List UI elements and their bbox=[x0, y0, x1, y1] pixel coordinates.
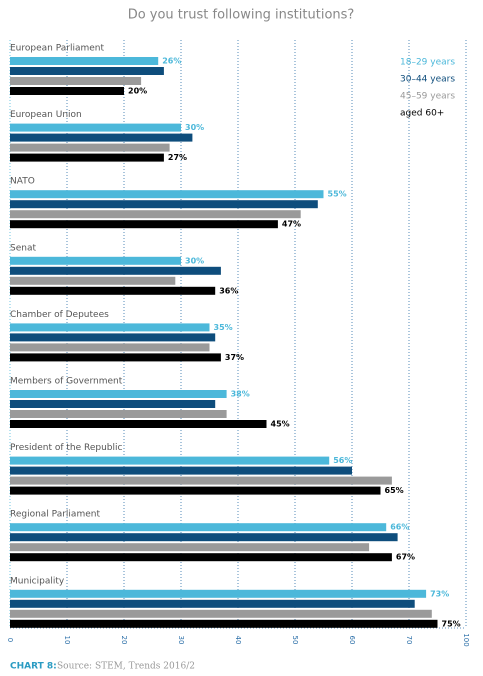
bar bbox=[10, 57, 159, 65]
bar bbox=[10, 286, 216, 295]
bar bbox=[10, 553, 392, 562]
bar bbox=[10, 143, 170, 152]
bar bbox=[10, 400, 216, 408]
category-label: Senat bbox=[10, 243, 36, 253]
bar bbox=[10, 523, 387, 532]
bar bbox=[10, 190, 324, 199]
chart-title: Do you trust following institutions? bbox=[128, 8, 355, 23]
bar bbox=[10, 456, 330, 465]
bar bbox=[10, 87, 124, 95]
legend-label: 30–44 years bbox=[400, 75, 455, 85]
category-label: Municipality bbox=[10, 576, 65, 586]
bar bbox=[10, 67, 164, 75]
category-label: European Parliament bbox=[10, 44, 104, 54]
value-label: 26% bbox=[162, 57, 181, 66]
value-label: 66% bbox=[390, 523, 409, 532]
category-label: Members of Government bbox=[10, 377, 123, 387]
bar bbox=[10, 420, 267, 428]
value-label: 20% bbox=[128, 87, 147, 96]
bar bbox=[10, 619, 438, 628]
bar bbox=[10, 533, 398, 542]
bar bbox=[10, 353, 221, 362]
bar bbox=[10, 486, 381, 495]
bar bbox=[10, 589, 427, 598]
legend-label: 18–29 years bbox=[400, 58, 455, 68]
value-label: 56% bbox=[333, 456, 352, 465]
x-tick-label: 10 bbox=[63, 636, 71, 645]
bar bbox=[10, 599, 415, 608]
bar bbox=[10, 410, 227, 418]
bar bbox=[10, 276, 176, 285]
bar bbox=[10, 323, 210, 332]
value-label: 30% bbox=[185, 256, 204, 265]
x-tick-label: 40 bbox=[234, 636, 242, 645]
legend-label: aged 60+ bbox=[400, 109, 444, 119]
category-label: Chamber of Deputees bbox=[10, 310, 109, 320]
bar bbox=[10, 133, 193, 142]
category-label: European Union bbox=[10, 110, 82, 120]
bar bbox=[10, 343, 210, 352]
value-label: 75% bbox=[442, 619, 461, 628]
bar bbox=[10, 466, 352, 475]
value-label: 65% bbox=[385, 486, 404, 495]
x-tick-label: 60 bbox=[348, 636, 356, 645]
bar bbox=[10, 200, 318, 209]
value-label: 47% bbox=[282, 220, 301, 229]
category-label: President of the Republic bbox=[10, 443, 123, 453]
chart-label: CHART 8: bbox=[10, 662, 57, 672]
value-label: 35% bbox=[214, 323, 233, 332]
legend-label: 45–59 years bbox=[400, 92, 455, 102]
bar bbox=[10, 77, 142, 85]
bar bbox=[10, 543, 370, 552]
bar bbox=[10, 390, 227, 398]
value-label: 55% bbox=[328, 190, 347, 199]
bar bbox=[10, 333, 216, 342]
bar bbox=[10, 123, 181, 132]
bar bbox=[10, 609, 432, 618]
x-tick-label: 100 bbox=[462, 633, 470, 646]
value-label: 67% bbox=[396, 553, 415, 562]
category-label: Regional Parliament bbox=[10, 510, 100, 520]
value-label: 45% bbox=[271, 420, 290, 429]
x-tick-label: 30 bbox=[177, 636, 185, 645]
category-label: NATO bbox=[10, 177, 35, 187]
bar bbox=[10, 220, 278, 229]
value-label: 36% bbox=[219, 286, 238, 295]
x-tick-label: 0 bbox=[6, 638, 14, 642]
bar bbox=[10, 256, 181, 265]
bar bbox=[10, 476, 392, 485]
x-tick-label: 50 bbox=[291, 636, 299, 645]
bar bbox=[10, 266, 221, 275]
x-tick-label: 20 bbox=[120, 636, 128, 645]
value-label: 30% bbox=[185, 123, 204, 132]
x-tick-label: 70 bbox=[405, 636, 413, 645]
bar bbox=[10, 153, 164, 162]
value-label: 38% bbox=[231, 390, 250, 399]
value-label: 27% bbox=[168, 153, 187, 162]
source: Source: STEM, Trends 2016/2 bbox=[57, 662, 195, 672]
bar bbox=[10, 210, 301, 219]
value-label: 37% bbox=[225, 353, 244, 362]
value-label: 73% bbox=[430, 589, 449, 598]
